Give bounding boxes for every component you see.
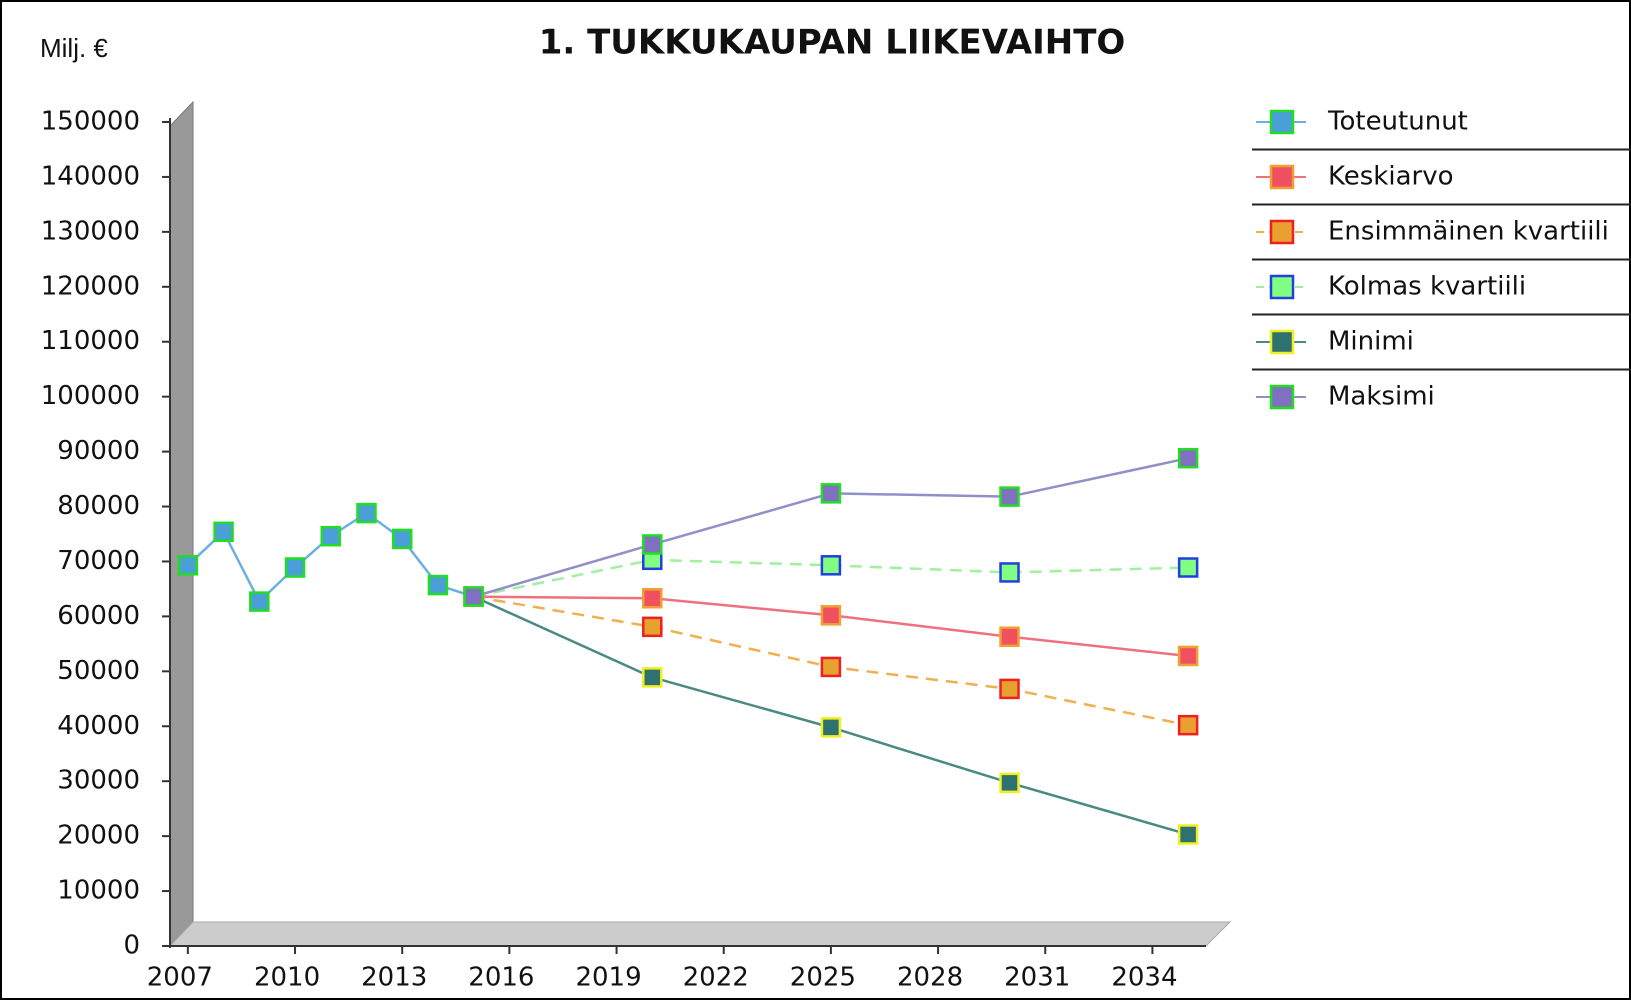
legend-marker [1269, 219, 1295, 245]
x-tick-label: 2022 [683, 963, 749, 993]
y-tick-label: 10000 [57, 876, 140, 906]
floor [168, 921, 1232, 947]
marker [1177, 714, 1199, 736]
marker [820, 656, 842, 678]
marker [1177, 557, 1199, 578]
marker [820, 605, 842, 626]
marker [642, 588, 663, 609]
marker [320, 525, 342, 547]
y-tick-label: 110000 [41, 326, 140, 356]
x-tick-label: 2010 [254, 963, 320, 993]
legend-label: Ensimmäinen kvartiili [1328, 217, 1609, 247]
legend-marker [1269, 109, 1295, 135]
marker [642, 667, 663, 688]
y-tick-label: 50000 [57, 656, 140, 686]
marker [249, 591, 270, 612]
marker [820, 483, 842, 504]
marker [642, 534, 663, 555]
marker [642, 616, 663, 638]
y-tick-label: 80000 [57, 491, 140, 521]
marker [284, 557, 306, 578]
y-tick-label: 30000 [57, 766, 140, 796]
x-tick-label: 2028 [897, 963, 963, 993]
y-tick-label: 150000 [41, 107, 140, 137]
legend-label: Kolmas kvartiili [1328, 272, 1526, 302]
y-tick-label: 90000 [57, 436, 140, 466]
marker [1177, 645, 1199, 667]
x-tick-label: 2034 [1111, 963, 1177, 993]
marker [391, 528, 413, 550]
y-tick-label: 70000 [57, 546, 140, 576]
marker [177, 555, 199, 576]
legend-label: Keskiarvo [1328, 162, 1454, 192]
y-tick-label: 40000 [57, 711, 140, 741]
legend-label: Minimi [1328, 327, 1414, 357]
marker [1177, 824, 1199, 845]
y-tick-label: 130000 [41, 216, 140, 246]
marker [999, 678, 1020, 700]
y-tick-label: 0 [123, 931, 140, 961]
x-tick-label: 2013 [361, 963, 427, 993]
marker [820, 717, 842, 738]
x-tick-label: 2031 [1004, 963, 1070, 993]
x-tick-label: 2025 [790, 963, 856, 993]
chart-title: 1. TUKKUKAUPAN LIIKEVAIHTO [539, 23, 1126, 63]
marker [999, 772, 1020, 794]
legend-label: Toteutunut [1327, 107, 1468, 137]
legend-marker [1269, 274, 1295, 300]
marker [427, 574, 449, 596]
marker [356, 502, 377, 524]
x-tick-label: 2019 [575, 963, 641, 993]
y-tick-label: 60000 [57, 601, 140, 631]
y-axis-label: Milj. € [40, 33, 108, 63]
legend-marker [1269, 329, 1295, 355]
marker [999, 562, 1020, 583]
y-tick-label: 100000 [41, 381, 140, 411]
marker [999, 486, 1020, 507]
y-tick-label: 120000 [41, 271, 140, 301]
marker [1177, 447, 1199, 469]
x-tick-label: 2007 [147, 963, 213, 993]
marker [213, 521, 234, 543]
y-tick-label: 20000 [57, 821, 140, 851]
marker [999, 626, 1020, 647]
legend-marker [1269, 384, 1295, 410]
legend-label: Maksimi [1328, 382, 1435, 412]
marker [463, 586, 484, 607]
marker [820, 555, 842, 576]
y-tick-label: 140000 [41, 161, 140, 191]
side-wall [169, 100, 194, 948]
legend-marker [1269, 164, 1295, 190]
x-tick-label: 2016 [468, 963, 534, 993]
